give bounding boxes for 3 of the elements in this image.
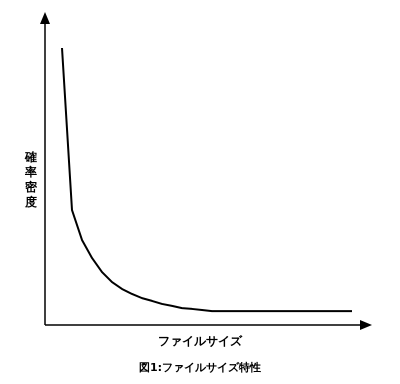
y-axis-title: 確率密度 xyxy=(24,150,38,210)
caption: 図1:ファイルサイズ特性 xyxy=(138,360,262,375)
x-axis-title: ファイルサイズ xyxy=(157,333,244,350)
